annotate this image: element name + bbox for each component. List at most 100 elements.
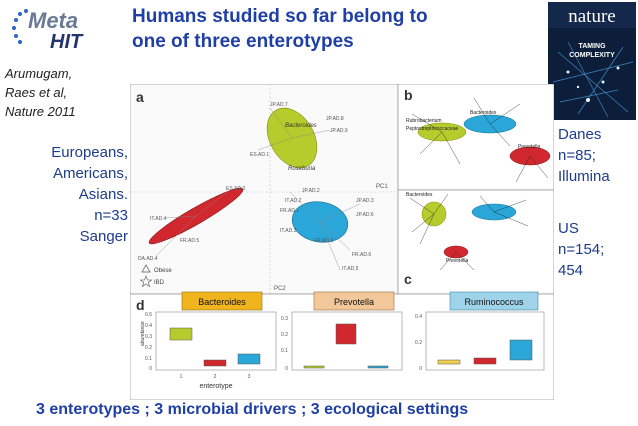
boxplot-frame: [155, 311, 277, 371]
y-tick: 0: [285, 366, 288, 372]
legend-obese: Obese: [141, 264, 172, 274]
cluster-label-roseburia: Roseburia: [288, 166, 316, 172]
triangle-icon: [141, 264, 151, 273]
cohort-line: Illumina: [558, 168, 610, 185]
y-tick: 0.3: [145, 334, 152, 340]
nature-headline-1: TAMING: [578, 43, 606, 50]
network-label: Bacteroides: [470, 110, 497, 116]
box-1: [303, 365, 325, 369]
network-label: Peptostreptococcaceae: [406, 126, 458, 132]
boxplot-frame: [291, 311, 403, 371]
sample-spokes: [155, 107, 361, 271]
nature-headline-2: COMPLEXITY: [569, 52, 615, 59]
network-label: Bacteroides: [406, 192, 433, 198]
sample-label: ES.AD.1: [250, 152, 269, 158]
cohort-line: Sanger: [79, 228, 128, 245]
legend-ibd: IBD: [139, 275, 165, 288]
slide-title: Humans studied so far belong to one of t…: [132, 4, 532, 54]
cohort-line: US: [558, 220, 579, 237]
panel-b-network: Rubrobacterium Peptostreptococcaceae Bac…: [406, 97, 551, 183]
box-3: [367, 365, 389, 369]
nature-cover-graphic: nature TAMING COMPLEXITY: [548, 2, 636, 120]
sample-label: FR.AD.5: [180, 238, 199, 244]
axis-label-pc1: PC1: [376, 184, 388, 190]
sample-label: IT.AD.5: [342, 266, 359, 272]
cluster-label-bacteroides: Bacteroides: [285, 123, 317, 129]
sample-label: IT.AD.3: [280, 228, 297, 234]
y-tick: 0.4: [145, 323, 152, 329]
sample-label: JP.AD.2: [302, 188, 320, 194]
y-tick: 0.4: [415, 314, 422, 320]
panel-d-frame: [129, 293, 555, 401]
boxplot-prevotella: Prevotella 0.3 0.2 0.1 0: [281, 291, 403, 372]
boxplot-ruminococcus: Ruminococcus 0.4 0.2 0: [415, 291, 545, 372]
panel-b-frame: [397, 83, 555, 191]
panel-a-frame: [129, 83, 399, 295]
network-label: Rubrobacterium: [406, 118, 442, 124]
legend-label-ibd: IBD: [154, 280, 165, 286]
cohort-line: Asians.: [78, 186, 128, 203]
box-1: [169, 327, 193, 341]
sample-label: IT.AD.2: [285, 198, 302, 204]
citation-line-2: Raes et al,: [5, 85, 68, 100]
cohort-line: n=154;: [558, 241, 605, 258]
x-tick: 2: [214, 374, 217, 380]
sample-label: FR.AD.6: [352, 252, 371, 258]
cohort-line: n=85;: [558, 147, 596, 164]
title-line-2: one of three enterotypes: [132, 31, 354, 52]
cohort-454: US n=154; 454: [558, 218, 638, 281]
enterotype-figure: a b c d PC1 PC2 Bacteroides Roseburia JP…: [129, 83, 555, 401]
figure-graphic: a b c d PC1 PC2 Bacteroides Roseburia JP…: [129, 83, 555, 401]
bottom-caption: 3 enterotypes ; 3 microbial drivers ; 3 …: [36, 401, 469, 418]
y-tick: 0.2: [281, 332, 288, 338]
sample-label: JP.AD.3: [356, 198, 374, 204]
network-label: Prevotella: [518, 144, 540, 150]
enterotype-tag-label: Ruminococcus: [464, 297, 524, 307]
logo-text-meta: Meta: [28, 8, 78, 33]
cohort-sanger: Europeans, Americans, Asians. n=33 Sange…: [10, 142, 128, 247]
box-2: [203, 359, 227, 367]
x-tick: 3: [248, 374, 251, 380]
box-3: [509, 339, 533, 361]
y-tick: 0.3: [281, 316, 288, 322]
sample-label: FR.AD.2: [314, 238, 333, 244]
cohort-line: Europeans,: [51, 144, 128, 161]
title-line-1: Humans studied so far belong to: [132, 6, 428, 27]
cohort-line: Danes: [558, 126, 602, 143]
sample-label: JP.AD.8: [326, 116, 344, 122]
boxplot-bacteroides: Bacteroides abundance 0.5 0.4 0.3 0.2 0.…: [140, 291, 277, 390]
boxplot-ylabel: abundance: [140, 321, 146, 346]
panel-c-network: Bacteroides Prevotella: [406, 192, 529, 271]
sample-label: JP.AD.9: [330, 128, 348, 134]
legend-label-obese: Obese: [154, 268, 172, 274]
enterotype-tag-label: Bacteroides: [198, 297, 246, 307]
y-tick: 0.2: [145, 345, 152, 351]
panel-label-a: a: [136, 89, 144, 105]
sample-label: JP.AD.7: [270, 102, 288, 108]
metahit-logo: Meta HIT: [10, 6, 120, 53]
sample-label: DA.AD.4: [138, 256, 158, 262]
sample-label: FR.AD.1: [280, 208, 299, 214]
nature-cover-image: nature TAMING COMPLEXITY: [548, 2, 636, 120]
metahit-logo-graphic: Meta HIT: [12, 8, 84, 53]
box-3: [237, 353, 261, 365]
y-tick: 0.1: [145, 356, 152, 362]
logo-text-hit: HIT: [50, 31, 84, 50]
enterotype-tag-bacteroides: [181, 291, 263, 311]
enterotype-tag-prevotella: [313, 291, 395, 311]
boxplot-frame: [425, 311, 545, 371]
cohort-line: 454: [558, 262, 584, 279]
y-tick: 0.1: [281, 348, 288, 354]
cohort-line: Americans,: [52, 165, 128, 182]
box-2: [473, 357, 497, 365]
x-tick: 1: [180, 374, 183, 380]
sample-label: JP.AD.6: [356, 212, 374, 218]
box-1: [437, 359, 461, 365]
enterotype-tag-label: Prevotella: [334, 297, 374, 307]
cohort-illumina: Danes n=85; Illumina: [558, 124, 638, 187]
panel-label-d: d: [136, 297, 145, 313]
citation-line-3: Nature 2011: [5, 104, 76, 119]
y-tick: 0.5: [145, 312, 152, 318]
y-tick: 0: [149, 366, 152, 372]
panel-label-c: c: [404, 271, 412, 287]
